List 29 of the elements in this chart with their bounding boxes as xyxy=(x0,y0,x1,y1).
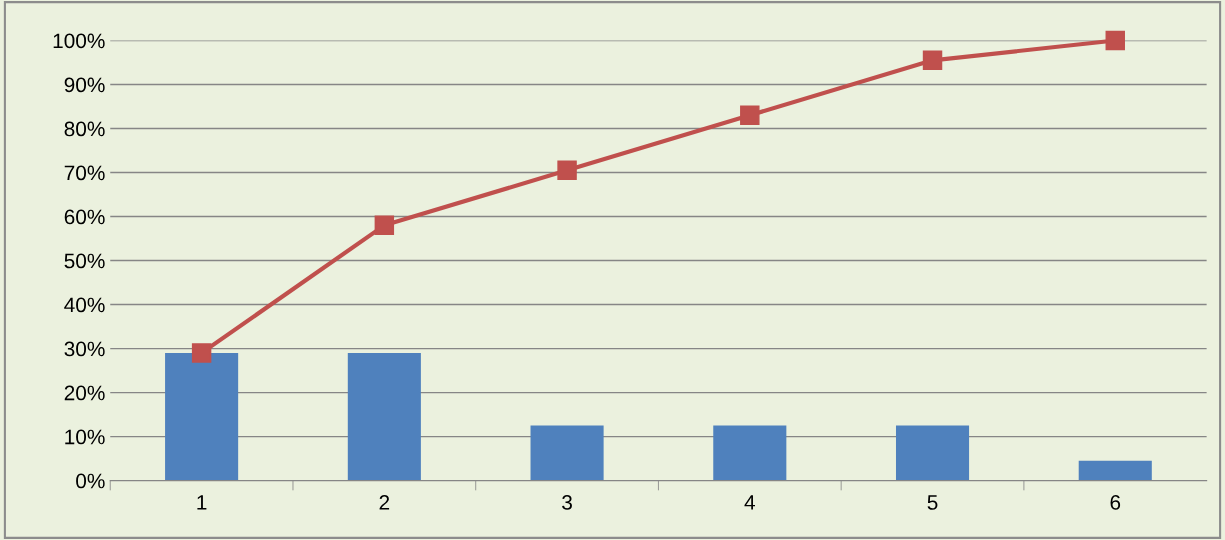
x-tick-label: 5 xyxy=(927,495,938,510)
point xyxy=(191,343,212,363)
y-tick-label: 30% xyxy=(64,341,105,357)
point xyxy=(374,215,395,236)
point xyxy=(1105,30,1125,51)
bar xyxy=(713,425,787,481)
x-tick-label: 2 xyxy=(379,495,390,510)
y-tick-label: 100% xyxy=(53,33,105,49)
bar xyxy=(347,352,421,481)
bar xyxy=(1078,460,1152,481)
x-tick-label: 4 xyxy=(744,495,755,510)
y-tick-label: 60% xyxy=(64,209,105,225)
point xyxy=(740,105,760,126)
x-tick-label: 6 xyxy=(1110,495,1121,510)
y-tick-label: 70% xyxy=(64,165,105,181)
bar xyxy=(895,425,970,481)
y-tick-label: 10% xyxy=(65,429,105,445)
x-tick-label: 3 xyxy=(562,495,572,510)
point xyxy=(922,50,943,71)
y-tick-label: 20% xyxy=(64,385,105,401)
y-tick-label: 40% xyxy=(64,297,105,313)
bar xyxy=(530,425,604,481)
y-tick-label: 90% xyxy=(64,77,105,93)
y-tick-label: 80% xyxy=(64,121,105,137)
y-tick-label: 50% xyxy=(64,253,105,269)
bar xyxy=(165,352,239,481)
point xyxy=(557,160,577,181)
x-tick-label: 1 xyxy=(197,495,207,510)
y-tick-label: 0% xyxy=(76,473,105,489)
